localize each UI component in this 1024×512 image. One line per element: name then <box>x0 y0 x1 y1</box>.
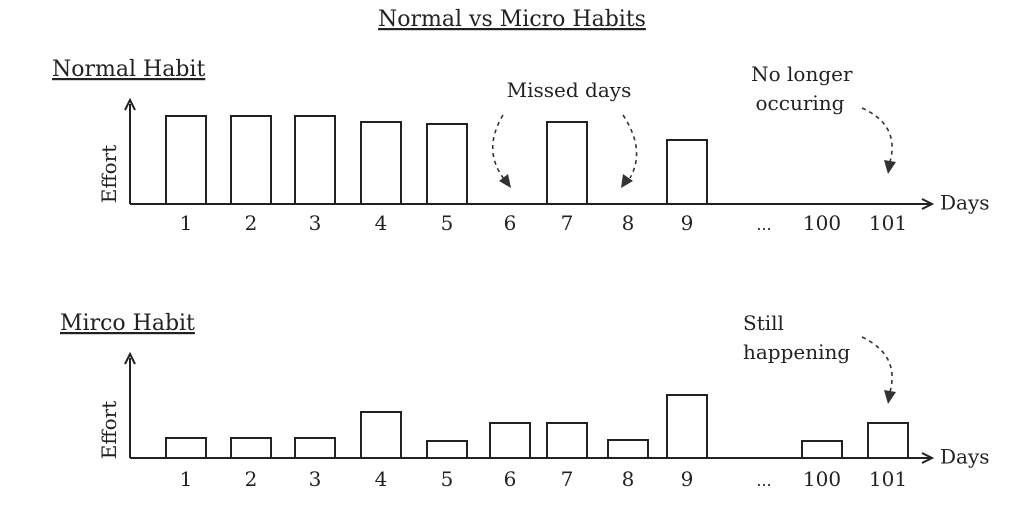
still-happening-annotation: Still happening <box>743 311 850 364</box>
missed-day-6-arrowhead <box>499 174 511 188</box>
micro-x-axis-label: Days <box>940 445 990 469</box>
tick-label: 100 <box>803 467 841 491</box>
micro-habit-panel: Mirco Habit Effort Days 1 2 3 4 5 6 7 8 9... 100 1… <box>60 311 990 491</box>
bar-day-2 <box>230 437 272 459</box>
tick-label: 8 <box>622 211 635 235</box>
bar-day-7 <box>546 422 588 459</box>
tick-label: 7 <box>561 467 574 491</box>
missed-days-annotation: Missed days <box>507 78 632 102</box>
bar-day-8 <box>607 439 649 459</box>
no-longer-occuring-annotation: No longer occuring <box>751 62 859 115</box>
no-longer-occuring-arrow <box>861 107 893 163</box>
normal-habit-label: Normal Habit <box>52 57 205 82</box>
normal-bars <box>165 115 708 205</box>
bar-day-1 <box>165 437 207 459</box>
normal-y-axis-label: Effort <box>97 145 121 203</box>
bar-day-9 <box>666 139 708 205</box>
normal-y-axis-arrow <box>124 97 136 111</box>
bar-day-4 <box>360 411 402 459</box>
micro-y-axis-arrow <box>124 351 136 365</box>
bar-day-100 <box>801 440 843 459</box>
annotation-line: occuring <box>756 91 845 115</box>
missed-day-8-arrowhead <box>621 174 633 188</box>
tick-label: 8 <box>622 467 635 491</box>
tick-label: 2 <box>245 211 258 235</box>
tick-label: 9 <box>681 211 694 235</box>
bar-day-3 <box>294 115 336 205</box>
normal-habit-panel: Normal Habit Effort Days 1 2 3 4 5 6 7 8 9... 100… <box>52 57 990 235</box>
tick-label: 9 <box>681 467 694 491</box>
missed-day-6-arrow <box>492 114 505 180</box>
bar-day-1 <box>165 115 207 205</box>
tick-label: 6 <box>504 211 517 235</box>
still-happening-arrow <box>861 336 893 393</box>
micro-bars <box>165 394 909 459</box>
still-happening-arrowhead <box>884 390 896 404</box>
annotation-line: Still <box>743 311 784 335</box>
tick-label: 3 <box>309 467 322 491</box>
annotation-line: No longer <box>751 62 853 86</box>
tick-label: ... <box>756 215 771 234</box>
tick-label: 101 <box>869 211 907 235</box>
annotation-line: happening <box>743 340 850 364</box>
no-longer-occuring-arrowhead <box>884 160 896 174</box>
bar-day-7 <box>546 121 588 205</box>
tick-label: 5 <box>441 467 454 491</box>
tick-label: 5 <box>441 211 454 235</box>
normal-tick-labels: 1 2 3 4 5 6 7 8 9... 100 101 <box>180 211 907 235</box>
tick-label: 6 <box>504 467 517 491</box>
tick-label: 2 <box>245 467 258 491</box>
micro-habit-label: Mirco Habit <box>60 311 195 336</box>
missed-day-8-arrow <box>622 114 638 179</box>
bar-day-4 <box>360 121 402 205</box>
tick-label: 101 <box>869 467 907 491</box>
micro-y-axis-label: Effort <box>97 401 121 459</box>
bar-day-6 <box>489 422 531 459</box>
tick-label: 100 <box>803 211 841 235</box>
bar-day-3 <box>294 437 336 459</box>
bar-day-5 <box>426 123 468 205</box>
tick-label: 4 <box>375 467 388 491</box>
micro-tick-labels: 1 2 3 4 5 6 7 8 9... 100 101 <box>180 467 907 491</box>
chart-title: Normal vs Micro Habits <box>378 7 646 32</box>
bar-day-2 <box>230 115 272 205</box>
tick-label: 7 <box>561 211 574 235</box>
tick-label: 1 <box>180 467 193 491</box>
tick-label: 4 <box>375 211 388 235</box>
micro-x-axis-arrow <box>921 452 935 464</box>
tick-label: ... <box>756 471 771 490</box>
normal-x-axis-label: Days <box>940 191 990 215</box>
bar-day-9 <box>666 394 708 459</box>
tick-label: 3 <box>309 211 322 235</box>
normal-x-axis-arrow <box>921 198 935 210</box>
tick-label: 1 <box>180 211 193 235</box>
bar-day-101 <box>867 422 909 459</box>
bar-day-5 <box>426 440 468 459</box>
